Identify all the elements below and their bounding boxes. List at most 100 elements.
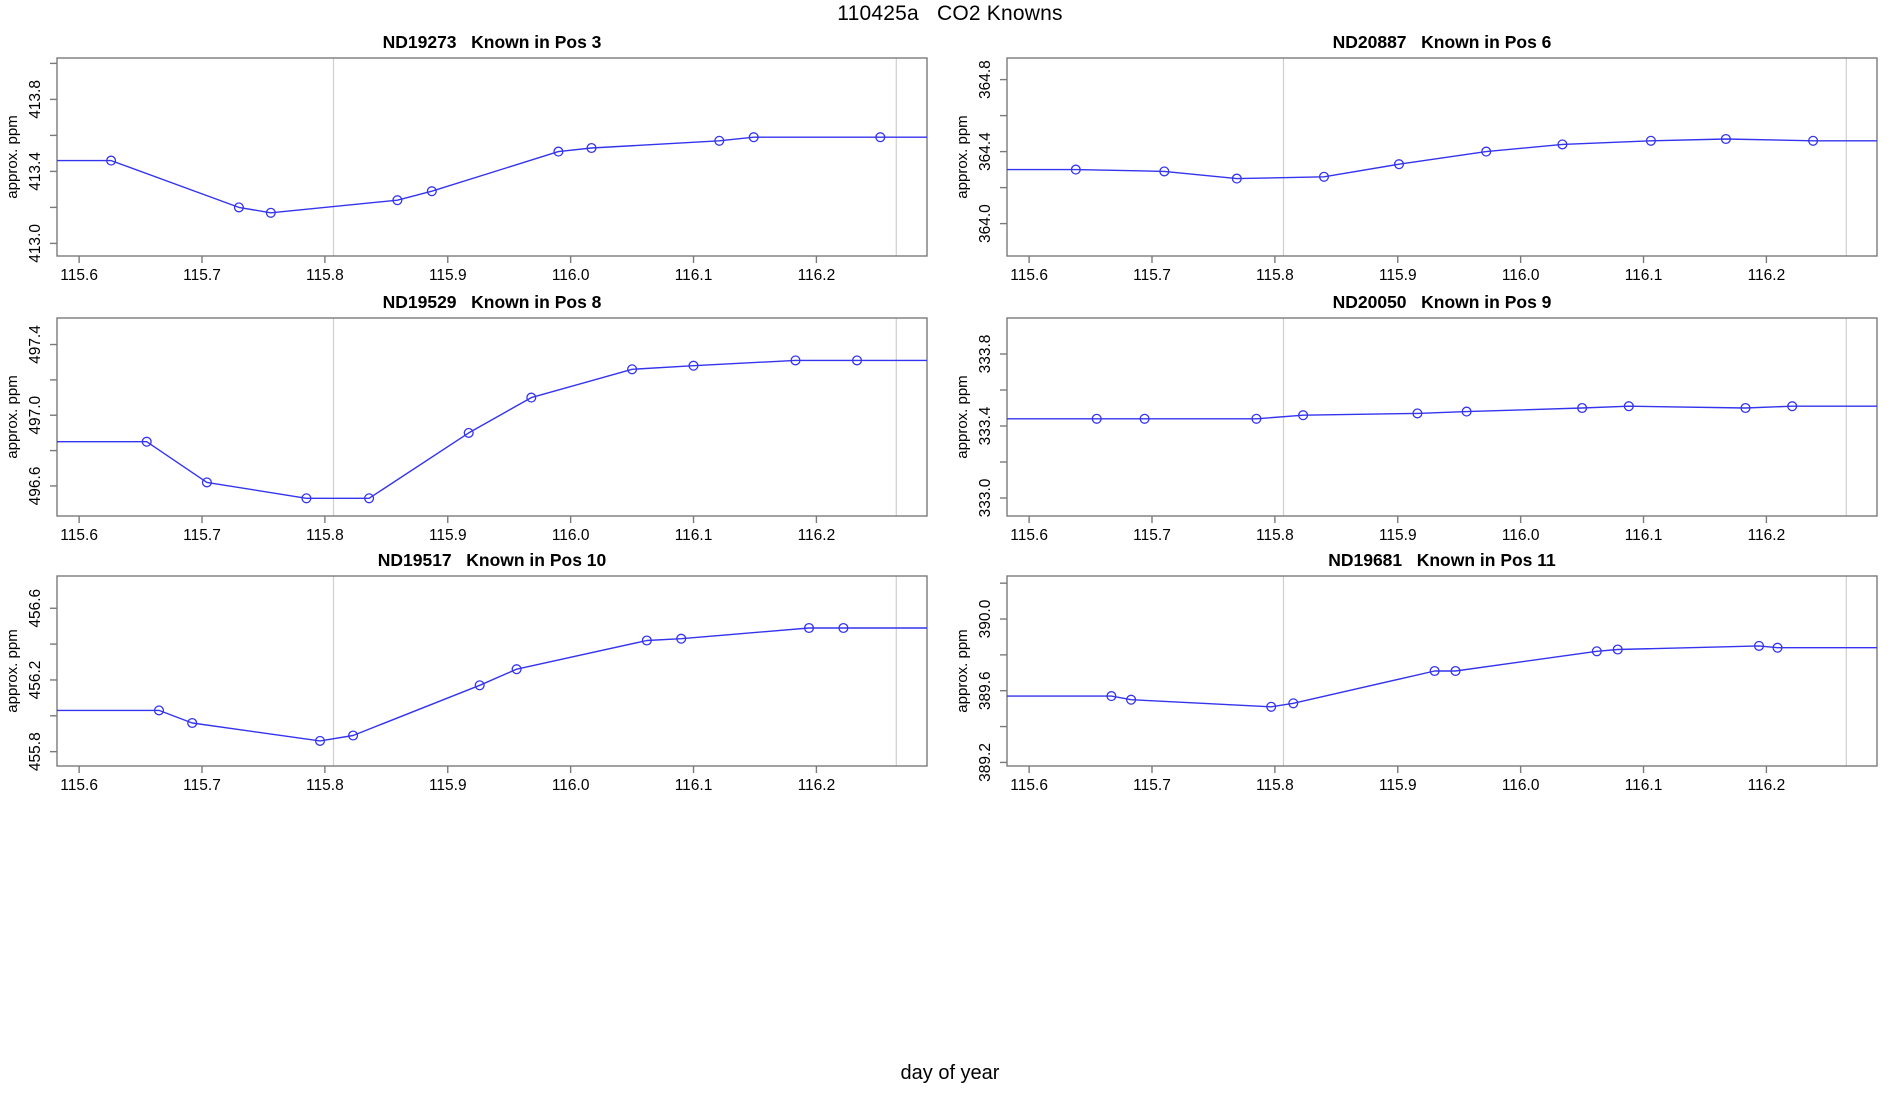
x-tick-label: 115.8 (306, 527, 344, 544)
x-tick-label: 116.0 (1502, 527, 1540, 544)
data-point (627, 364, 638, 375)
data-point (714, 135, 725, 146)
y-tick-label: 497.0 (27, 395, 44, 434)
x-tick-label: 116.1 (1625, 777, 1663, 794)
data-point (1318, 171, 1330, 182)
plot-box (56, 317, 928, 517)
data-point (141, 436, 152, 447)
data-point (1623, 401, 1634, 412)
y-tick-label: 496.6 (27, 467, 44, 506)
x-tick-label: 116.0 (552, 267, 590, 284)
data-point (1612, 644, 1623, 655)
x-tick-label: 115.7 (1133, 777, 1171, 794)
x-tick-label: 115.9 (1379, 527, 1417, 544)
panel-title: ND19681 Known in Pos 11 (1328, 550, 1556, 570)
y-tick-label: 333.0 (977, 478, 994, 517)
data-point (474, 680, 485, 691)
y-tick-label: 364.8 (977, 60, 994, 99)
x-tick-label: 116.1 (1625, 267, 1663, 284)
y-tick-label: 456.6 (27, 589, 44, 628)
data-point (1393, 159, 1405, 170)
x-tick-label: 116.2 (1748, 267, 1786, 284)
x-tick-label: 115.8 (306, 267, 344, 284)
data-point (1645, 135, 1656, 146)
data-line (1007, 405, 1877, 420)
data-point (1772, 642, 1783, 653)
y-axis-label: approx. ppm (954, 375, 971, 458)
y-tick-label: 364.0 (977, 204, 994, 243)
x-tick-label: 116.1 (675, 527, 713, 544)
x-tick-label: 116.1 (1625, 527, 1663, 544)
plot-box (56, 575, 928, 767)
x-tick-label: 115.6 (1010, 527, 1048, 544)
x-tick-label: 115.9 (429, 527, 467, 544)
data-line (57, 136, 927, 214)
panel-ND19273: ND19273 Known in Pos 3 approx. ppm 413.0 41… (4, 32, 928, 284)
data-point (1720, 133, 1731, 145)
y-tick-label: 456.2 (27, 661, 44, 700)
data-point (553, 146, 564, 157)
data-point (364, 493, 375, 504)
x-tick-label: 115.6 (60, 527, 98, 544)
data-point (314, 735, 326, 746)
plot-box (56, 57, 928, 257)
x-tick-label: 115.8 (1256, 267, 1294, 284)
x-tick-label: 116.2 (798, 777, 836, 794)
data-point (526, 392, 537, 403)
data-point (1251, 413, 1262, 424)
x-tick-label: 115.9 (1379, 777, 1417, 794)
data-point (676, 633, 687, 644)
x-tick-label: 116.2 (798, 527, 836, 544)
data-line (57, 627, 927, 742)
y-tick-label: 364.4 (977, 132, 994, 171)
x-tick-label: 115.9 (1379, 267, 1417, 284)
data-point (1091, 413, 1102, 424)
panel-title: ND19273 Known in Pos 3 (383, 32, 602, 52)
x-tick-label: 115.8 (306, 777, 344, 794)
panel-title: ND20050 Known in Pos 9 (1333, 292, 1552, 312)
data-point (748, 132, 759, 143)
data-point (1298, 410, 1309, 421)
data-point (1070, 164, 1081, 175)
panel-title: ND19529 Known in Pos 8 (383, 292, 602, 312)
y-tick-label: 413.8 (27, 80, 44, 119)
data-point (851, 355, 863, 366)
x-tick-label: 116.0 (1502, 267, 1540, 284)
y-tick-label: 455.8 (27, 732, 44, 771)
y-axis-label: approx. ppm (954, 115, 971, 198)
x-tick-label: 116.1 (675, 267, 713, 284)
x-tick-label: 116.2 (1748, 527, 1786, 544)
panel-ND19681: ND19681 Known in Pos 11 approx. ppm 389.2 3… (954, 550, 1878, 794)
data-point (1266, 701, 1277, 712)
data-point (201, 477, 212, 488)
plot-box (1006, 317, 1878, 517)
data-point (1429, 665, 1440, 677)
data-point (187, 717, 198, 729)
page-title: 110425a CO2 Knowns (837, 2, 1063, 25)
data-point (348, 730, 359, 741)
data-point (586, 142, 597, 154)
y-tick-label: 497.4 (27, 325, 44, 364)
y-tick-label: 389.6 (977, 671, 994, 710)
y-axis-label: approx. ppm (4, 629, 21, 712)
data-point (392, 195, 403, 206)
data-line (1007, 138, 1877, 180)
data-point (803, 622, 815, 634)
data-point (1412, 408, 1423, 419)
data-point (1481, 146, 1492, 157)
data-point (463, 427, 474, 438)
data-point (688, 360, 699, 371)
data-line (57, 359, 927, 499)
y-tick-label: 390.0 (977, 599, 994, 638)
data-point (1740, 402, 1751, 414)
data-point (1787, 401, 1798, 412)
y-tick-label: 333.8 (977, 335, 994, 374)
panel-title: ND20887 Known in Pos 6 (1333, 32, 1552, 52)
y-axis-label: approx. ppm (4, 115, 21, 198)
panel-ND19517: ND19517 Known in Pos 10 approx. ppm 455.8 4… (4, 550, 928, 794)
x-tick-label: 116.1 (675, 777, 713, 794)
x-tick-label: 116.2 (798, 267, 836, 284)
data-point (1461, 406, 1472, 417)
data-point (1231, 173, 1242, 184)
